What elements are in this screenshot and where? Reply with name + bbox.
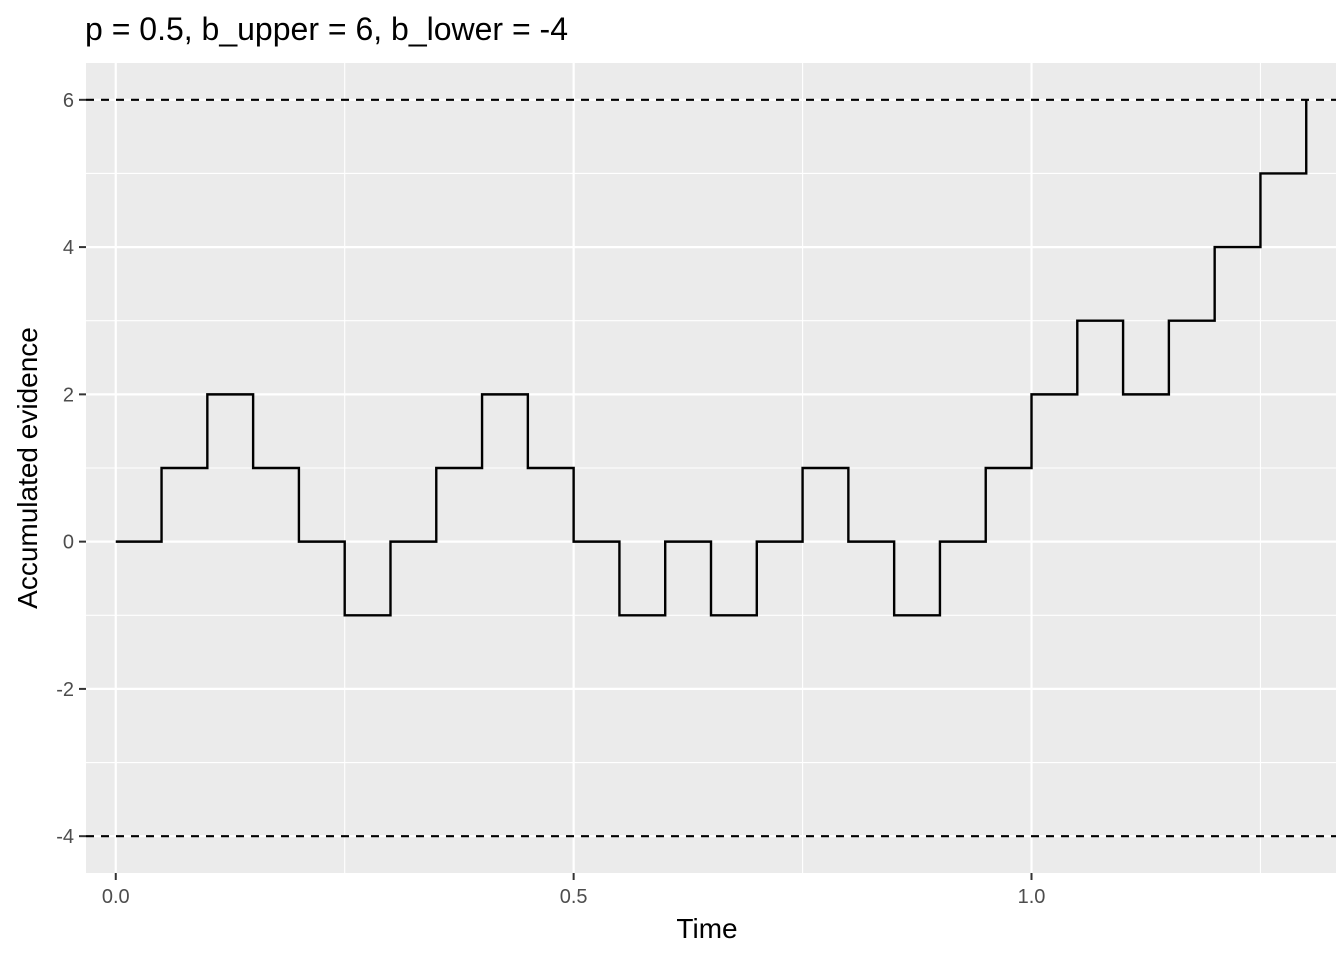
x-tick-label: 0.0 — [102, 886, 130, 908]
y-tick-label: -4 — [56, 826, 74, 848]
y-tick-label: 6 — [63, 90, 74, 112]
y-axis-title: Accumulated evidence — [12, 327, 43, 609]
boundary-lines — [86, 98, 1336, 838]
series-0-step-line — [115, 99, 1308, 617]
y-tick-label: 2 — [63, 384, 74, 406]
x-axis-title: Time — [676, 913, 737, 944]
series-layer — [115, 99, 1308, 617]
chart-title: p = 0.5, b_upper = 6, b_lower = -4 — [85, 11, 568, 47]
y-tick-label: 4 — [63, 237, 74, 259]
y-tick-label: -2 — [56, 679, 74, 701]
y-axis: -4 -2 0 2 4 6 — [56, 90, 86, 848]
y-tick-label: 0 — [63, 532, 74, 554]
x-axis: 0.0 0.5 1.0 — [102, 873, 1046, 908]
x-tick-label: 0.5 — [560, 886, 588, 908]
x-tick-label: 1.0 — [1018, 886, 1046, 908]
